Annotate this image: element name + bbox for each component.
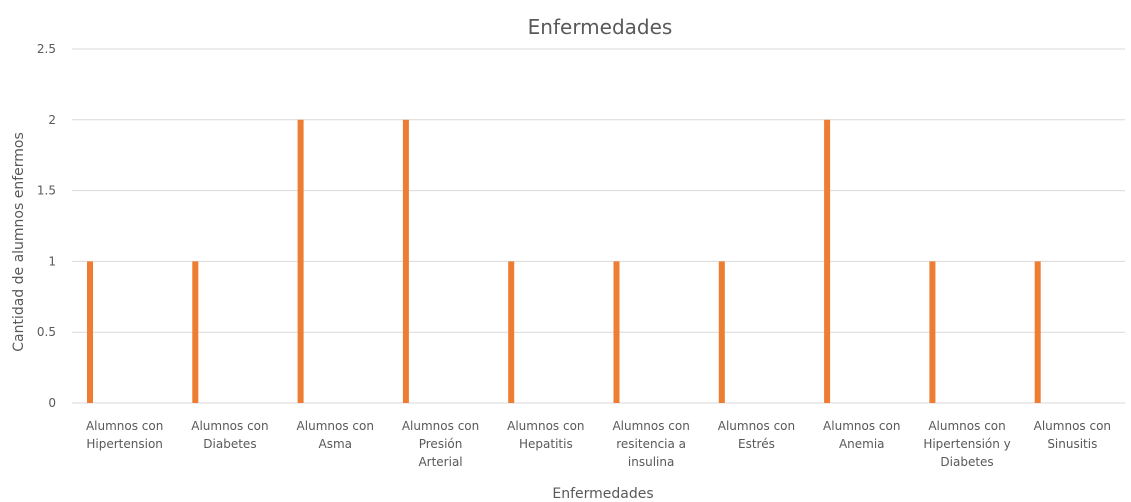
bar: [929, 261, 936, 403]
x-axis-title: Enfermedades: [552, 486, 653, 502]
chart-title: Enfermedades: [528, 15, 673, 39]
x-tick-label: Alumnos con Estrés: [718, 419, 795, 451]
x-tick-label: Alumnos con Anemia: [823, 419, 900, 451]
bars: [87, 119, 1041, 404]
bar: [1034, 261, 1041, 403]
bar: [402, 119, 409, 404]
x-tick-label: Alumnos con Hipertensión y Diabetes: [923, 419, 1010, 469]
bar: [297, 119, 304, 404]
x-tick-label: Alumnos con Hepatitis: [507, 419, 584, 451]
x-tick-label: Alumnos con Hipertension: [86, 419, 163, 451]
bar: [192, 261, 199, 403]
y-tick-label: 1: [48, 254, 56, 268]
category-labels: Alumnos con Hipertension Alumnos con Diabet…: [86, 419, 1111, 469]
bar: [718, 261, 725, 403]
y-tick-labels: 0 0.5 1 1.5 2 2.5: [37, 42, 56, 410]
bar: [87, 261, 93, 403]
y-tick-label: 0: [48, 396, 56, 410]
bar: [824, 119, 831, 404]
y-tick-label: 2: [48, 113, 56, 127]
bar: [508, 261, 515, 403]
x-tick-label: Alumnos con Presión Arterial: [402, 419, 479, 469]
y-tick-label: 1.5: [37, 184, 56, 198]
y-axis-title: Cantidad de alumnos enfermos: [11, 132, 27, 352]
x-tick-label: Alumnos con Diabetes: [191, 419, 268, 451]
y-tick-label: 0.5: [37, 325, 56, 339]
x-tick-label: Alumnos con resitencia a insulina: [612, 419, 689, 469]
x-tick-label: Alumnos con Asma: [297, 419, 374, 451]
gridlines: [72, 48, 1125, 404]
x-tick-label: Alumnos con Sinusitis: [1034, 419, 1111, 451]
bar: [613, 261, 620, 403]
y-tick-label: 2.5: [37, 42, 56, 56]
